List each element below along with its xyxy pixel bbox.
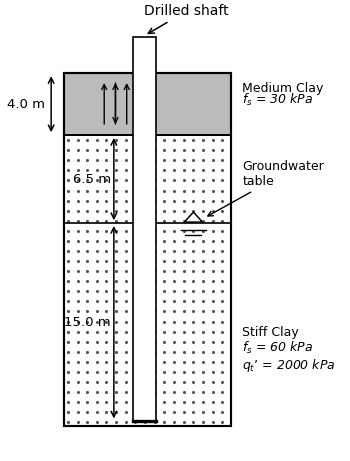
- Bar: [133, 36, 156, 421]
- Text: $f_s$ = 60 kPa: $f_s$ = 60 kPa: [243, 340, 314, 356]
- Text: $f_s$ = 30 kPa: $f_s$ = 30 kPa: [243, 92, 314, 108]
- Text: Medium Clay: Medium Clay: [243, 82, 324, 95]
- Bar: [64, 73, 231, 135]
- Text: Groundwater
table: Groundwater table: [208, 160, 324, 216]
- Text: Stiff Clay: Stiff Clay: [243, 325, 299, 338]
- Bar: [64, 135, 231, 426]
- Text: $q_t$’ = 2000 kPa: $q_t$’ = 2000 kPa: [243, 357, 336, 374]
- Text: 15.0 m: 15.0 m: [64, 316, 111, 329]
- Text: 4.0 m: 4.0 m: [7, 98, 45, 111]
- Polygon shape: [184, 212, 202, 222]
- Bar: [64, 73, 231, 426]
- Text: Drilled shaft: Drilled shaft: [144, 4, 229, 34]
- Text: 6.5 m: 6.5 m: [72, 172, 111, 186]
